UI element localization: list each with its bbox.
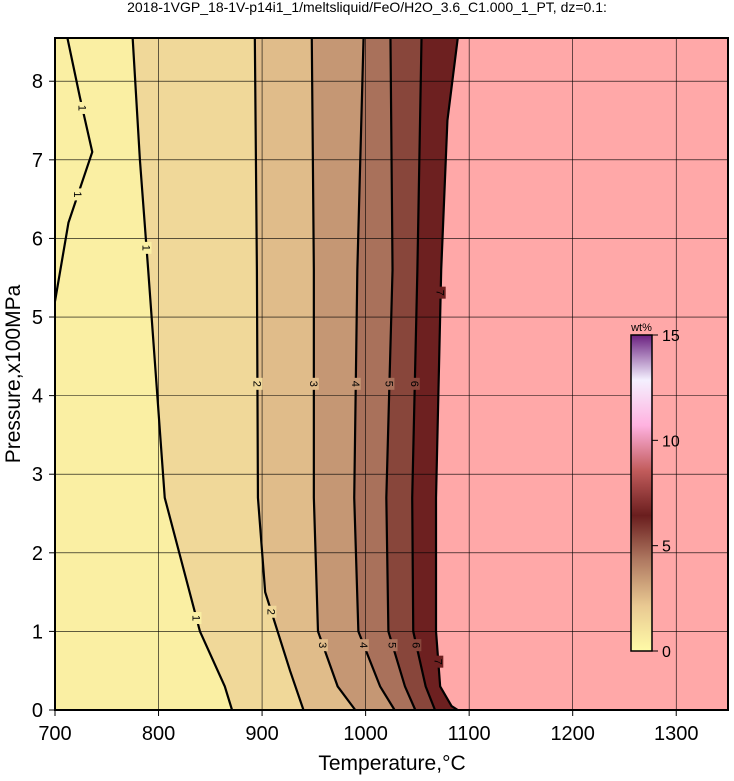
contour-label-bg — [72, 188, 83, 201]
contour-label-bg — [308, 377, 319, 390]
contour-line — [131, 37, 234, 711]
y-tick-label: 2 — [32, 543, 43, 565]
contour-label: 1 — [140, 245, 152, 251]
y-tick-label: 7 — [32, 150, 43, 172]
contour-label: 5 — [382, 381, 394, 387]
contour-label: 2 — [250, 381, 262, 387]
colorbar-tick-label: 0 — [662, 644, 671, 661]
contour-label-bg — [411, 639, 422, 652]
x-tick-label: 1100 — [448, 723, 491, 745]
contour-label-bg — [141, 241, 152, 254]
contour-line — [53, 37, 94, 302]
contour-band — [436, 38, 728, 710]
contour-label: 3 — [316, 642, 328, 648]
contour-label: 1 — [75, 105, 87, 111]
x-tick-label: 1000 — [343, 723, 388, 745]
contour-label: 4 — [357, 642, 369, 648]
contour-label-bg — [317, 639, 328, 652]
contour-label: 1 — [189, 615, 201, 621]
contour-line — [385, 37, 417, 711]
contour-line — [310, 37, 357, 711]
contour-label: 3 — [307, 381, 319, 387]
contour-label: 6 — [409, 642, 421, 648]
contour-line — [353, 37, 396, 711]
y-tick-label: 8 — [32, 71, 43, 93]
contour-label: 4 — [349, 381, 361, 387]
y-tick-label: 4 — [32, 386, 43, 408]
contour-label-bg — [435, 286, 446, 299]
contour-label-bg — [252, 377, 263, 390]
contour-line — [434, 37, 459, 711]
y-tick-label: 0 — [32, 700, 43, 722]
contour-label-bg — [409, 377, 420, 390]
colorbar-tick-label: 15 — [662, 328, 680, 345]
contour-label: 5 — [386, 642, 398, 648]
x-tick-label: 1300 — [654, 723, 699, 745]
x-tick-label: 700 — [38, 723, 71, 745]
y-tick-label: 3 — [32, 464, 43, 486]
y-tick-label: 6 — [32, 228, 43, 250]
y-tick-label: 5 — [32, 307, 43, 329]
contour-label-bg — [433, 655, 444, 668]
contour-label-bg — [384, 377, 395, 390]
x-tick-label: 800 — [142, 723, 175, 745]
contour-label: 7 — [431, 659, 443, 665]
contour-label-bg — [358, 639, 369, 652]
colorbar-tick-label: 5 — [662, 539, 671, 556]
x-tick-label: 900 — [245, 723, 278, 745]
contour-label: 6 — [408, 381, 420, 387]
y-tick-label: 1 — [32, 621, 43, 643]
colorbar-tick-label: 10 — [662, 433, 680, 450]
contour-label-bg — [77, 101, 88, 114]
chart-title: 2018-1VGP_18-1V-p14i1_1/meltsliquid/FeO/… — [127, 0, 607, 15]
contour-label: 7 — [434, 290, 446, 296]
y-axis-title: Pressure,x100MPa — [2, 284, 25, 463]
colorbar-label: wt% — [630, 322, 652, 334]
contour-line — [411, 37, 437, 711]
colorbar — [630, 334, 653, 652]
contour-label: 2 — [264, 609, 276, 615]
contour-label-bg — [350, 377, 361, 390]
contour-label-bg — [266, 605, 277, 618]
x-axis-title: Temperature,°C — [318, 752, 465, 775]
contour-label: 1 — [71, 191, 83, 197]
plot-frame — [54, 37, 729, 711]
contour-label-bg — [387, 639, 398, 652]
x-tick-label: 1200 — [550, 723, 595, 745]
contour-label-bg — [191, 612, 202, 625]
contour-line — [253, 37, 305, 711]
